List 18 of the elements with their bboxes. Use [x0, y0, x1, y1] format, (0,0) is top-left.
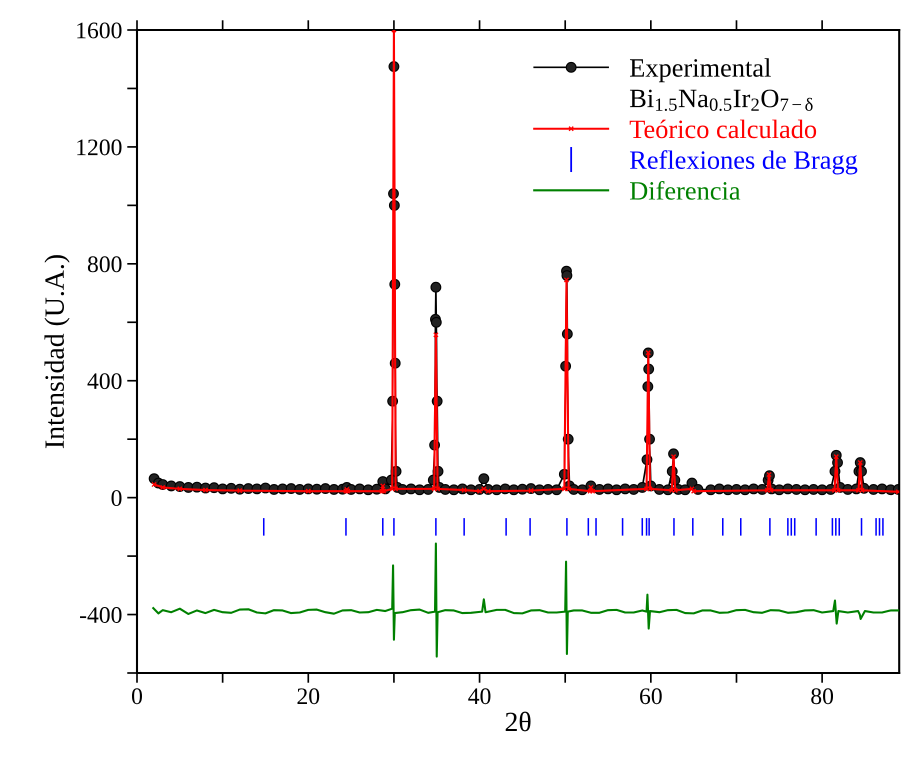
annotation: Bi$_{1.5}$Na$_{0.5}$Ir$_{2}$O$_{7−δ}$ [630, 90, 813, 111]
x-axis-title: 2θ [506, 712, 531, 732]
y-tick-label: 1200 [77, 139, 122, 156]
legend-label: Experimental [630, 58, 771, 82]
legend-label: Reflexiones de Bragg [630, 150, 858, 174]
y-tick-label: -400 [80, 607, 122, 623]
y-tick-label: 800 [88, 256, 122, 272]
x-tick-label: 40 [468, 688, 490, 704]
y-tick-label: 0 [112, 490, 122, 506]
x-tick-label: 60 [640, 688, 662, 704]
y-tick-label: 400 [87, 373, 122, 390]
x-tick-label: 80 [811, 688, 834, 704]
legend-label: Teórico calculado [630, 120, 816, 138]
legend-label: Diferencia [630, 180, 740, 200]
y-axis-title: Intensidad (U.A.) [44, 255, 70, 448]
y-tick-label: 1600 [77, 22, 122, 38]
x-tick-label: 0 [132, 688, 142, 704]
x-tick-label: 20 [298, 688, 320, 704]
